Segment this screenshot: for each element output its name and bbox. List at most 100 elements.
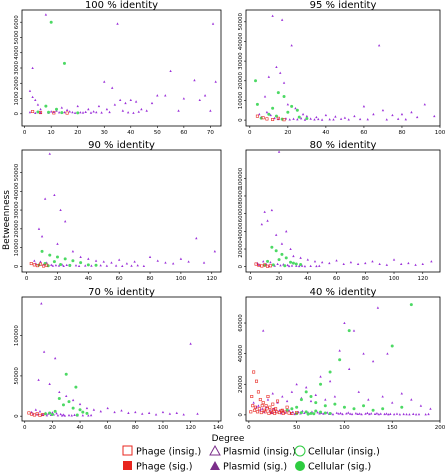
plasmid-point [383, 412, 386, 416]
plasmid-point [189, 342, 192, 345]
cellular-point [46, 264, 50, 268]
x-axis-label: Degree [212, 434, 245, 444]
plasmid-point [100, 111, 103, 114]
cellular-point [312, 412, 316, 416]
plasmid-point [257, 404, 260, 407]
plasmid-point [89, 413, 93, 417]
y-tick-label: 40000 [238, 32, 244, 50]
cellular-point [306, 412, 310, 416]
y-tick-label: 10000 [14, 238, 20, 256]
panel-3: 90 % identity 0 20 40 60 80 100 120 0 10000200003… [14, 140, 222, 282]
plasmid-point [125, 262, 129, 265]
plasmid-point [28, 89, 32, 92]
y-tick-label: 0 [14, 414, 20, 418]
cellular-point [267, 112, 271, 116]
plasmid-point [400, 112, 404, 116]
plasmid-point [331, 412, 335, 416]
plasmid-point [297, 264, 301, 268]
plasmid-point [347, 411, 350, 414]
x-tick-label: 80 [147, 276, 154, 282]
x-tick-label: 0 [25, 276, 29, 282]
phage-point [267, 411, 271, 415]
plasmid-point [140, 107, 143, 111]
cellular-point [314, 409, 318, 413]
y-tick-label: 20000 [238, 72, 244, 90]
legend-filled-triangle-icon [210, 461, 220, 470]
phage-point [35, 412, 39, 416]
plasmid-point [315, 115, 318, 119]
x-tick-label: 20 [74, 130, 81, 136]
plasmid-point [84, 264, 87, 267]
cellular-point [342, 405, 346, 409]
x-tick-label: 40 [85, 276, 92, 282]
plasmid-point [377, 44, 381, 47]
phage-point [255, 410, 259, 414]
y-tick-label: 5000 [14, 30, 20, 44]
legend-label: Cellular (sig.) [308, 462, 371, 472]
plasmid-point [410, 110, 413, 114]
plasmid-point [60, 414, 64, 417]
plasmid-point [372, 112, 375, 116]
plasmid-point [164, 94, 167, 97]
plasmid-point [73, 111, 77, 114]
legend-item: Phage (insig.) [122, 445, 201, 458]
plasmid-point [371, 260, 374, 263]
plasmid-point [392, 258, 396, 261]
cellular-point [64, 372, 68, 376]
cellular-point [299, 398, 303, 402]
plasmid-point [282, 81, 286, 84]
phage-point [254, 405, 258, 409]
phage-point [258, 398, 262, 402]
plasmid-point [62, 413, 65, 416]
plasmid-point [407, 261, 410, 265]
plasmid-point [314, 393, 317, 396]
panel-6: 40 % identity 0 50 100 150 200 0 20000 40000 6000… [238, 287, 446, 431]
x-tick-label: 50 [293, 425, 300, 431]
plasmid-point [81, 111, 85, 114]
phage-point [276, 399, 280, 403]
y-tick-label: 40000 [238, 344, 244, 362]
plasmid-point [79, 255, 82, 258]
plasmid-point [92, 110, 95, 113]
plasmid-point [332, 118, 335, 121]
plasmid-point [136, 264, 139, 267]
cellular-point [75, 413, 79, 417]
phage-point [295, 411, 299, 415]
panel-title: 70 % identity [88, 287, 155, 298]
plasmid-point [305, 114, 309, 118]
plasmid-point [328, 379, 332, 383]
plasmid-point [320, 118, 324, 121]
plasmid-point [269, 260, 272, 264]
plasmid-point [113, 103, 117, 106]
x-tick-label: 20 [276, 276, 283, 282]
legend-label: Phage (sig.) [136, 462, 193, 472]
phage-point [287, 411, 291, 415]
phage-point [251, 404, 255, 408]
phage-point [266, 395, 270, 399]
legend-open-triangle-icon [209, 444, 221, 456]
plasmid-point [348, 367, 351, 370]
cellular-point [362, 404, 366, 408]
cellular-point [333, 402, 337, 406]
cellular-point [81, 410, 85, 414]
x-tick-label: 30 [101, 130, 108, 136]
plasmid-point [85, 406, 89, 410]
y-tick-label: 40000 [238, 222, 244, 240]
plasmid-point [299, 256, 302, 259]
cellular-point [291, 261, 295, 265]
phage-point [39, 262, 43, 266]
legend-filled-circle-icon [295, 461, 305, 471]
cellular-point [86, 263, 90, 267]
plasmid-point [134, 410, 137, 414]
plasmid-point [133, 260, 136, 263]
cellular-point [283, 264, 287, 268]
plasmid-point [343, 116, 347, 119]
x-tick-label: 100 [339, 425, 350, 431]
phage-point [260, 404, 264, 408]
y-tick-label: 1000 [14, 91, 20, 105]
y-tick-label: 100000 [14, 325, 20, 346]
plot-frame [245, 149, 441, 273]
y-tick-label: 30000 [14, 201, 20, 219]
plasmid-point [324, 113, 328, 117]
plasmid-point [318, 264, 321, 267]
